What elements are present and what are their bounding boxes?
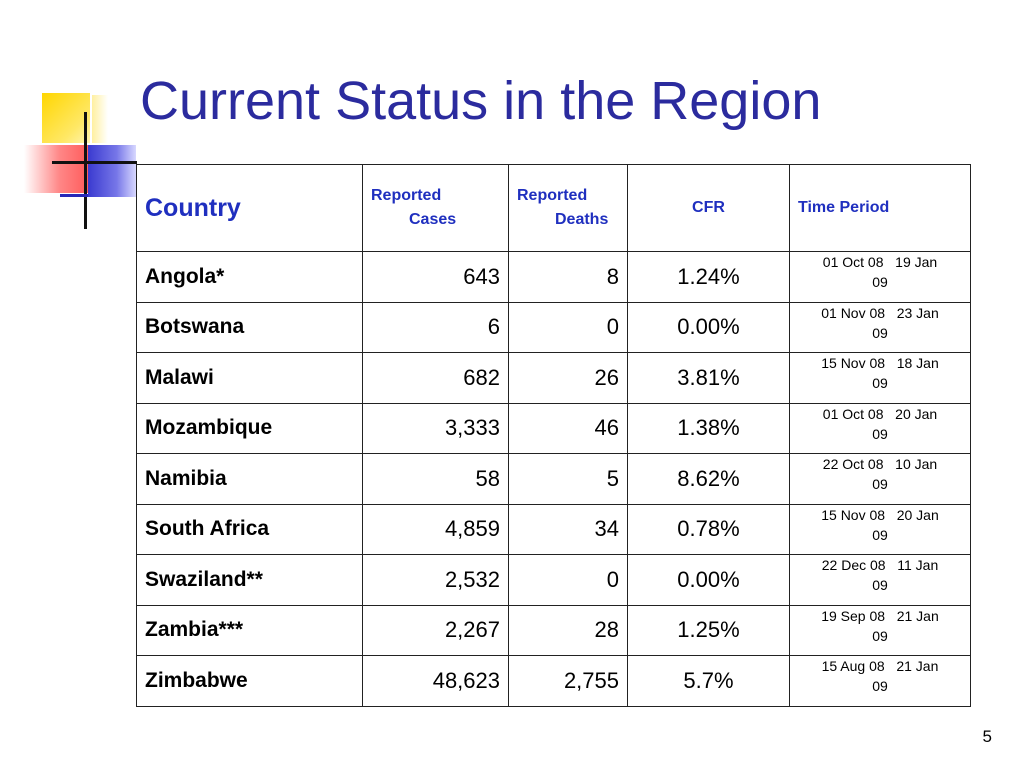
cell-country: Angola* [136,251,363,303]
period-line1: 01 Nov 08 23 Jan [821,304,939,321]
cell-country: Zambia*** [136,604,363,656]
cell-cfr: 1.25% [627,604,790,656]
cell-reported-cases: 3,333 [362,402,509,454]
cell-time-period: 01 Oct 08 19 Jan 09 [789,251,971,303]
cell-reported-cases: 48,623 [362,655,509,707]
cell-cfr: 5.7% [627,655,790,707]
table-row: Swaziland** 2,532 0 0.00% 22 Dec 08 11 Jan 09 [136,554,971,606]
table-row: South Africa 4,859 34 0.78% 15 Nov 08 20 Jan… [136,503,971,555]
cell-time-period: 19 Sep 08 21 Jan 09 [789,604,971,656]
table-row: Botswana 6 0 0.00% 01 Nov 08 23 Jan 09 [136,301,971,353]
header-deaths-line2: Deaths [555,211,609,228]
header-reported-cases: Reported Cases [362,164,509,252]
cell-country: South Africa [136,503,363,555]
table-row: Zambia*** 2,267 28 1.25% 19 Sep 08 21 Jan 09 [136,604,971,656]
cell-cfr: 0.00% [627,554,790,606]
logo-red-square [24,145,88,193]
cell-reported-cases: 2,267 [362,604,509,656]
logo-blue-line [60,194,88,197]
cell-cfr: 1.24% [627,251,790,303]
period-line1: 15 Nov 08 20 Jan [821,506,939,523]
cell-reported-cases: 6 [362,301,509,353]
period-line2: 09 [872,324,888,341]
cell-time-period: 01 Nov 08 23 Jan 09 [789,301,971,353]
table-row: Zimbabwe 48,623 2,755 5.7% 15 Aug 08 21 Jan 0… [136,655,971,707]
logo-vertical-line [84,112,87,229]
cell-cfr: 8.62% [627,453,790,505]
slide-title: Current Status in the Region [140,71,822,131]
period-line1: 19 Sep 08 21 Jan [821,607,939,624]
header-cases-line1: Reported [371,187,442,204]
table-row: Mozambique 3,333 46 1.38% 01 Oct 08 20 Jan 09 [136,402,971,454]
cell-reported-deaths: 5 [508,453,628,505]
period-line2: 09 [872,274,888,290]
header-country: Country [136,164,363,252]
cell-time-period: 15 Aug 08 21 Jan 09 [789,655,971,707]
cell-time-period: 15 Nov 08 18 Jan 09 [789,352,971,404]
period-line1: 01 Oct 08 20 Jan [822,405,938,422]
cell-reported-deaths: 8 [508,251,628,303]
cell-reported-cases: 682 [362,352,509,404]
cell-cfr: 0.78% [627,503,790,555]
cell-time-period: 15 Nov 08 20 Jan 09 [789,503,971,555]
logo-horizontal-line [52,161,137,164]
table-row: Malawi 682 26 3.81% 15 Nov 08 18 Jan 09 [136,352,971,404]
cell-reported-cases: 2,532 [362,554,509,606]
cell-cfr: 0.00% [627,301,790,353]
status-table: Country Reported Cases Reported Deaths C… [136,164,971,707]
logo-yellow-square [42,93,90,143]
header-time-period: Time Period [789,164,971,252]
cell-time-period: 22 Oct 08 10 Jan 09 [789,453,971,505]
header-deaths-line1: Reported [517,187,588,204]
table-header-row: Country Reported Cases Reported Deaths C… [136,164,971,252]
cell-cfr: 3.81% [627,352,790,404]
cell-reported-deaths: 26 [508,352,628,404]
cell-reported-deaths: 0 [508,301,628,353]
period-line2: 09 [872,375,888,391]
period-line1: 01 Oct 08 19 Jan [822,254,938,270]
period-line2: 09 [872,577,888,593]
cell-country: Swaziland** [136,554,363,606]
cell-cfr: 1.38% [627,402,790,454]
cell-reported-deaths: 2,755 [508,655,628,707]
cell-time-period: 22 Dec 08 11 Jan 09 [789,554,971,606]
cell-country: Botswana [136,301,363,353]
period-line1: 22 Dec 08 11 Jan [821,557,939,573]
period-line1: 22 Oct 08 10 Jan [822,456,938,472]
period-line1: 15 Nov 08 18 Jan [821,355,939,371]
header-cfr: CFR [627,164,790,252]
logo-yellow-strip [92,95,108,143]
cell-reported-deaths: 0 [508,554,628,606]
cell-reported-cases: 4,859 [362,503,509,555]
header-cases-line2: Cases [409,211,457,228]
cell-reported-cases: 58 [362,453,509,505]
period-line1: 15 Aug 08 21 Jan [821,658,939,674]
cell-time-period: 01 Oct 08 20 Jan 09 [789,402,971,454]
page-number: 5 [982,727,992,746]
cell-reported-deaths: 28 [508,604,628,656]
table-row: Angola* 643 8 1.24% 01 Oct 08 19 Jan 09 [136,251,971,303]
period-line2: 09 [872,678,888,694]
cell-reported-deaths: 34 [508,503,628,555]
cell-country: Zimbabwe [136,655,363,707]
period-line2: 09 [872,476,888,492]
header-reported-deaths: Reported Deaths [508,164,628,252]
logo-blue-square [88,145,136,197]
cell-country: Namibia [136,453,363,505]
period-line2: 09 [872,526,888,543]
cell-reported-deaths: 46 [508,402,628,454]
period-line2: 09 [872,425,888,442]
cell-reported-cases: 643 [362,251,509,303]
cell-country: Malawi [136,352,363,404]
cell-country: Mozambique [136,402,363,454]
table-row: Namibia 58 5 8.62% 22 Oct 08 10 Jan 09 [136,453,971,505]
period-line2: 09 [872,627,888,644]
